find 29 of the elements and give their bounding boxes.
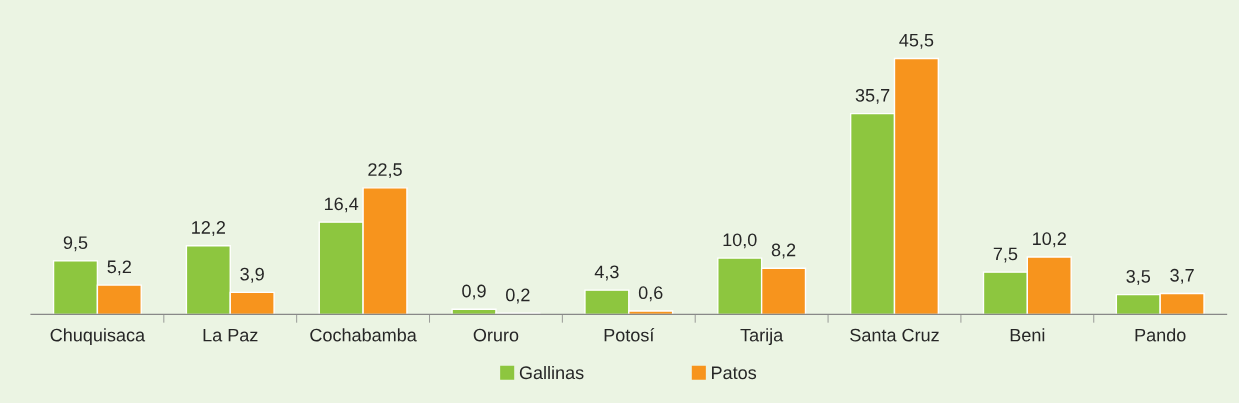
data-label: 4,3 xyxy=(594,265,619,281)
data-label: 16,4 xyxy=(324,197,359,213)
x-tick-label: Chuquisaca xyxy=(50,328,146,346)
data-label: 0,9 xyxy=(462,284,486,300)
x-tick-label: Tarija xyxy=(740,328,784,346)
x-tick-label: Pando xyxy=(1135,328,1186,342)
data-label: 0,2 xyxy=(506,288,530,304)
x-tick-label: La Paz xyxy=(203,328,258,342)
data-label: 7,5 xyxy=(993,247,1018,263)
data-label: 8,2 xyxy=(771,243,796,259)
x-tick-label: Cochabamba xyxy=(310,328,417,342)
data-label: 45,5 xyxy=(899,34,934,49)
data-label: 5,2 xyxy=(107,260,131,276)
x-tick-label: Santa Cruz xyxy=(850,328,939,342)
data-label: 22,5 xyxy=(368,163,402,179)
data-label: 3,9 xyxy=(240,267,264,283)
data-label: 10,0 xyxy=(723,233,757,249)
data-label: 0,6 xyxy=(638,286,663,302)
x-tick-label: Potosí xyxy=(604,328,655,342)
legend-label: Patos xyxy=(712,366,757,380)
data-label: 12,2 xyxy=(192,221,225,236)
data-label: 3,5 xyxy=(1126,269,1151,285)
legend-label: Gallinas xyxy=(519,365,584,380)
data-label: 10,2 xyxy=(1033,232,1066,248)
data-label: 3,7 xyxy=(1170,268,1194,284)
x-tick-label: Oruro xyxy=(473,328,519,342)
x-tick-label: Beni xyxy=(1010,328,1045,342)
data-label: 35,7 xyxy=(855,88,890,104)
data-label: 9,5 xyxy=(63,236,88,252)
